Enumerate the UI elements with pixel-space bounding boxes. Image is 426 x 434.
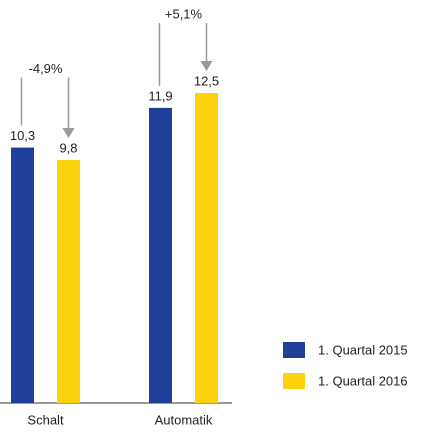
annotation: -4,9%	[29, 61, 63, 76]
arrow-head	[200, 61, 213, 71]
legend-label: 1. Quartal 2016	[318, 373, 408, 388]
data-label: 9,8	[59, 140, 77, 155]
bar	[57, 159, 80, 403]
x-tick-label: Schalt	[27, 412, 64, 427]
data-label: 10,3	[10, 128, 35, 143]
legend-label: 1. Quartal 2015	[318, 342, 408, 357]
x-tick-label: Automatik	[155, 412, 213, 427]
bar	[11, 147, 34, 403]
legend-swatch	[283, 373, 305, 389]
legend-swatch	[283, 342, 305, 358]
bar	[149, 107, 172, 403]
arrow-head	[62, 127, 75, 138]
annotation: +5,1%	[165, 6, 203, 21]
data-label: 11,9	[148, 88, 172, 103]
data-label: 12,5	[194, 73, 219, 88]
bar	[195, 93, 218, 403]
